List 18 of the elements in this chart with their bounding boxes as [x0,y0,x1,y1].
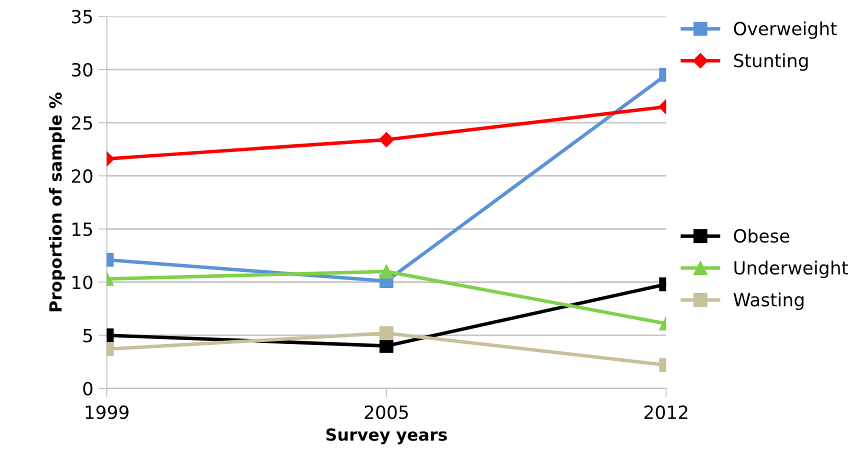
y-tick-label: 35 [72,10,92,24]
y-tick-label: 15 [72,222,92,236]
legend-label: Wasting [734,292,804,310]
x-tick-label: 2005 [364,405,408,420]
y-axis-title: Proportion of sample % [48,92,66,312]
x-axis-title: Survey years [326,428,447,444]
y-tick-label: 20 [72,169,92,183]
y-tick-label: 0 [83,382,92,396]
y-tick-label: 30 [72,62,92,77]
y-tick-label: 5 [83,328,92,342]
y-tick-label: 25 [72,116,92,130]
x-tick-label: 1999 [86,405,128,420]
y-tick-label: 10 [72,276,92,290]
x-tick-label: 2012 [644,405,688,420]
legend-label: Underweight [734,260,848,278]
legend-label: Overweight [734,21,837,39]
legend-label: Stunting [734,53,808,71]
legend-label: Obese [734,228,790,243]
